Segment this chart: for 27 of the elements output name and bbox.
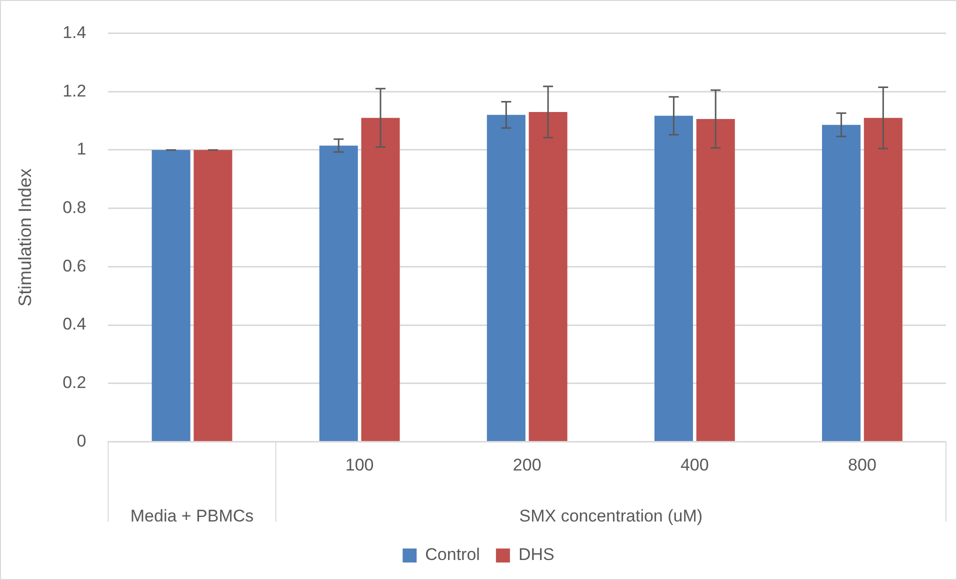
y-tick-label: 0.6 — [62, 256, 86, 276]
bar — [194, 150, 232, 442]
y-tick-label: 1.4 — [62, 22, 86, 42]
bar — [696, 119, 735, 442]
x-axis-title: SMX concentration (uM) — [519, 506, 703, 526]
x-tick-label: 800 — [848, 456, 876, 475]
y-axis-title: Stimulation Index — [14, 168, 35, 307]
y-tick-label: 0.8 — [62, 198, 86, 217]
legend-label: Control — [425, 545, 480, 564]
x-tick-label: 400 — [680, 456, 709, 475]
bar — [319, 146, 358, 442]
bar — [486, 114, 526, 442]
x-tick-label: 200 — [512, 456, 542, 475]
legend-label: DHS — [518, 545, 554, 564]
bar — [361, 118, 400, 442]
y-tick-label: 0.4 — [62, 314, 86, 334]
bar — [152, 150, 190, 442]
bar — [822, 124, 861, 442]
y-tick-label: 1 — [76, 140, 86, 159]
y-tick-label: 1.2 — [62, 81, 86, 100]
y-tick-label: 0 — [76, 431, 86, 450]
text: Media + PBMCs — [130, 506, 254, 526]
bar — [528, 112, 568, 442]
y-tick-label: 0.2 — [62, 373, 86, 392]
x-tick-label: 100 — [345, 456, 374, 475]
bar — [654, 116, 693, 442]
bar — [864, 118, 902, 442]
